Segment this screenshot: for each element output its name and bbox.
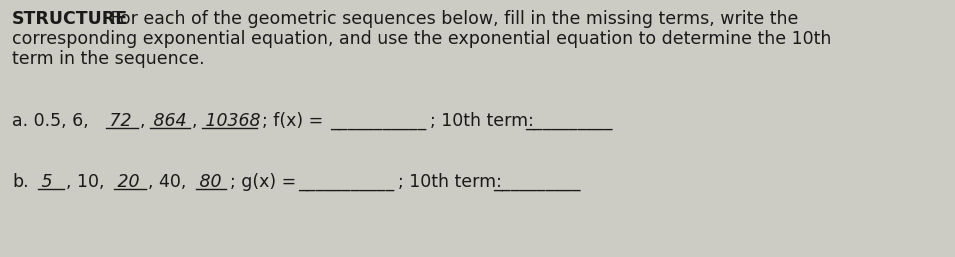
Text: a. 0.5, 6,: a. 0.5, 6, [12, 112, 89, 130]
Text: term in the sequence.: term in the sequence. [12, 50, 204, 68]
Text: 5: 5 [36, 173, 58, 191]
Text: ; f(x) =: ; f(x) = [262, 112, 323, 130]
Text: ,: , [192, 112, 198, 130]
Text: STRUCTURE: STRUCTURE [12, 10, 128, 28]
Text: , 10,: , 10, [66, 173, 104, 191]
Text: 864: 864 [148, 112, 192, 130]
Text: 10368: 10368 [200, 112, 266, 130]
Text: 20: 20 [112, 173, 145, 191]
Text: For each of the geometric sequences below, fill in the missing terms, write the: For each of the geometric sequences belo… [105, 10, 798, 28]
Text: 72: 72 [104, 112, 137, 130]
Text: ; g(x) =: ; g(x) = [230, 173, 296, 191]
Text: ,: , [140, 112, 145, 130]
Text: b.: b. [12, 173, 29, 191]
Text: ___________: ___________ [330, 112, 426, 130]
Text: __________: __________ [493, 173, 581, 191]
Text: , 40,: , 40, [148, 173, 186, 191]
Text: ___________: ___________ [298, 173, 394, 191]
Text: ; 10th term:: ; 10th term: [430, 112, 534, 130]
Text: corresponding exponential equation, and use the exponential equation to determin: corresponding exponential equation, and … [12, 30, 832, 48]
Text: __________: __________ [525, 112, 612, 130]
Text: 80: 80 [194, 173, 227, 191]
Text: ; 10th term:: ; 10th term: [398, 173, 502, 191]
